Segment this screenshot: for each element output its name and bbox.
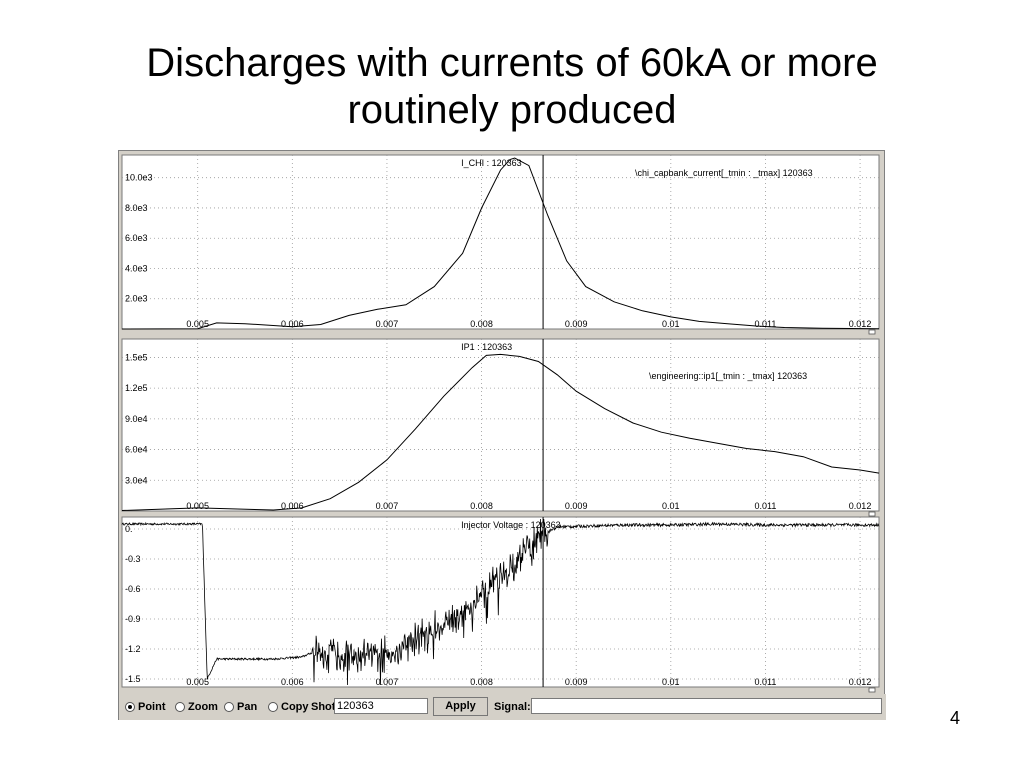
x-tick-label: 0.011 [755, 677, 777, 687]
y-tick-label: 3.0e4 [125, 475, 148, 485]
x-tick-label: 0.005 [186, 677, 209, 687]
slide-title-line-1: Discharges with currents of 60kA or more [146, 41, 878, 85]
y-tick-label: 4.0e3 [125, 263, 148, 273]
slide-title-line-2: routinely produced [347, 88, 677, 132]
mode-radio-pan[interactable]: Pan [224, 700, 257, 714]
x-tick-label: 0.009 [565, 677, 588, 687]
y-tick-label: 2.0e3 [125, 294, 148, 304]
scope-application-window: 0.005 0.006 0.007 0.008 0.009 0.01 0.011 0.012 2… [118, 150, 886, 720]
x-tick-label: 0.011 [755, 501, 777, 511]
plot-panel-1: 0.005 0.006 0.007 0.008 0.009 0.01 0.011 0.012 2… [121, 154, 880, 335]
radio-indicator-pan[interactable] [224, 702, 234, 712]
x-tick-label: 0.01 [662, 501, 680, 511]
series-line [121, 157, 880, 330]
x-tick-label: 0.005 [186, 501, 209, 511]
plot-area-2 [121, 338, 880, 512]
mode-radio-zoom[interactable]: Zoom [175, 700, 218, 714]
radio-indicator-copy[interactable] [268, 702, 278, 712]
y-tick-label: 8.0e3 [125, 203, 148, 213]
signal-expression: \engineering::ip1[_tmin : _tmax] 120363 [649, 371, 807, 381]
radio-indicator-point[interactable] [125, 702, 135, 712]
x-tick-label: 0.006 [281, 677, 304, 687]
y-tick-label: 1.5e5 [125, 352, 148, 362]
mode-label-zoom: Zoom [188, 701, 218, 713]
apply-button[interactable]: Apply [433, 697, 488, 716]
legend-label: Injector Voltage : 120363 [461, 520, 561, 530]
y-tick-label: -0.9 [125, 614, 141, 624]
signal-expression: \chi_capbank_current[_tmin : _tmax] 1203… [635, 168, 813, 178]
scope-toolbar: Point Zoom Pan Copy Shot 120363 Apply Si… [119, 694, 886, 720]
legend-label: IP1 : 120363 [461, 342, 512, 352]
x-tick-label: 0.012 [849, 677, 872, 687]
panel-resize-handle [868, 511, 876, 517]
plot-panel-2: 0.005 0.006 0.007 0.008 0.009 0.01 0.011 0.012 3… [121, 338, 880, 517]
x-tick-label: 0.006 [281, 501, 304, 511]
panel-resize-handle [868, 329, 876, 335]
series-line [121, 353, 880, 511]
x-tick-label: 0.008 [470, 501, 493, 511]
y-tick-label: 10.0e3 [125, 173, 153, 183]
mode-radio-copy[interactable]: Copy [268, 700, 309, 714]
y-tick-label: 0. [125, 524, 133, 534]
page-number: 4 [950, 708, 961, 728]
mode-label-copy: Copy [281, 701, 309, 713]
signal-input[interactable] [531, 698, 882, 714]
slide-title: Discharges with currents of 60kA or more… [0, 40, 1024, 134]
x-tick-label: 0.008 [470, 319, 493, 329]
y-tick-label: -1.2 [125, 644, 141, 654]
x-tick-label: 0.006 [281, 319, 304, 329]
x-tick-label: 0.007 [376, 319, 399, 329]
x-tick-label: 0.007 [376, 677, 399, 687]
mode-label-point: Point [138, 701, 166, 713]
plot-panel-3: 0.005 0.006 0.007 0.008 0.009 0.01 0.011 0.012 0… [121, 516, 880, 693]
shot-label: Shot [311, 701, 336, 713]
y-tick-label: -1.5 [125, 674, 141, 684]
x-tick-label: 0.009 [565, 501, 588, 511]
x-tick-label: 0.008 [470, 677, 493, 687]
x-tick-label: 0.007 [376, 501, 399, 511]
x-tick-label: 0.012 [849, 319, 872, 329]
y-tick-label: 1.2e5 [125, 383, 148, 393]
x-tick-label: 0.011 [755, 319, 777, 329]
plot-area-1 [121, 154, 880, 330]
panel-resize-handle [868, 687, 876, 693]
y-tick-label: 6.0e4 [125, 445, 148, 455]
mode-label-pan: Pan [237, 701, 258, 713]
waveform-plots[interactable]: 0.005 0.006 0.007 0.008 0.009 0.01 0.011 0.012 2… [119, 151, 884, 693]
y-tick-label: 9.0e4 [125, 414, 148, 424]
x-tick-label: 0.012 [849, 501, 872, 511]
y-tick-label: 6.0e3 [125, 233, 148, 243]
x-tick-label: 0.005 [186, 319, 209, 329]
mode-radio-point[interactable]: Point [125, 700, 166, 714]
x-tick-label: 0.01 [662, 677, 680, 687]
y-tick-label: -0.3 [125, 554, 141, 564]
series-line [121, 518, 880, 686]
signal-label: Signal: [494, 701, 531, 713]
shot-input[interactable]: 120363 [334, 698, 428, 714]
x-tick-label: 0.01 [662, 319, 680, 329]
legend-label: I_CHI : 120363 [461, 158, 522, 168]
radio-indicator-zoom[interactable] [175, 702, 185, 712]
x-tick-label: 0.009 [565, 319, 588, 329]
y-tick-label: -0.6 [125, 584, 141, 594]
